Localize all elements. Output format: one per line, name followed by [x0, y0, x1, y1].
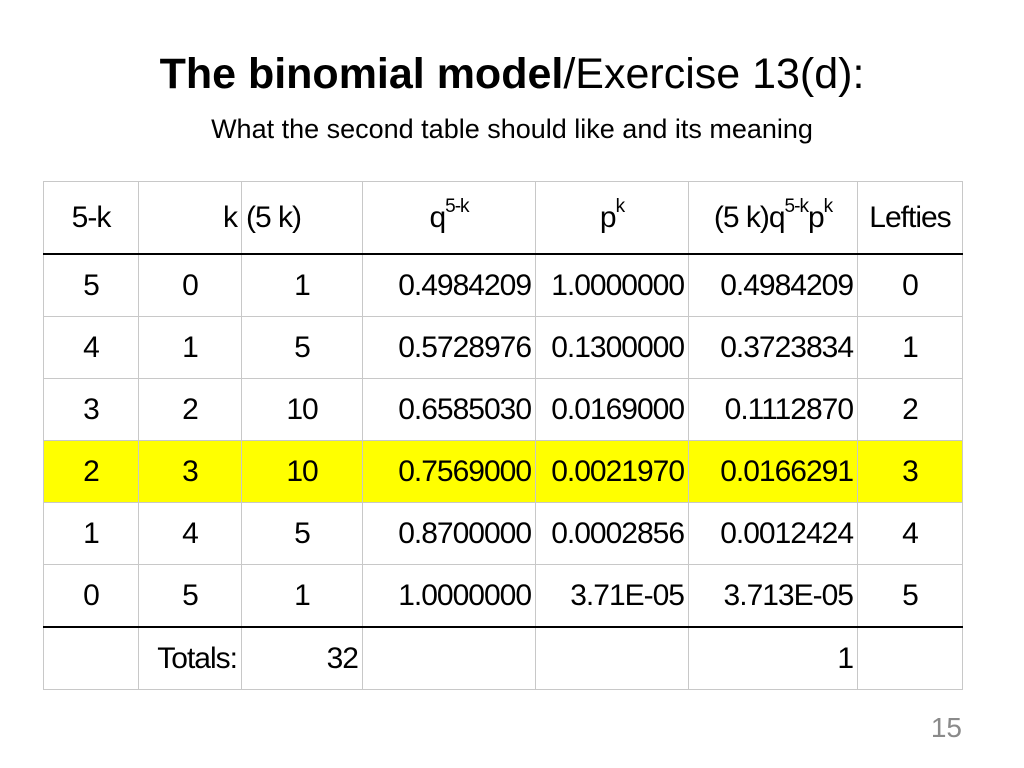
cell-q-power: 0.7569000 — [362, 440, 536, 503]
header-probability: (5 k)q5-kpk — [688, 181, 858, 255]
cell-binomial-coefficient: 10 — [241, 440, 363, 503]
cell-lefties: 0 — [857, 253, 963, 317]
slide-subtitle: What the second table should like and it… — [211, 114, 813, 144]
cell-5-minus-k: 4 — [43, 316, 139, 379]
cell-probability: 0.3723834 — [688, 316, 858, 379]
cell-k: 0 — [138, 253, 242, 317]
header-q-power: q5-k — [362, 181, 536, 255]
cell-5-minus-k: 2 — [43, 440, 139, 503]
cell-probability: 3.713E-05 — [688, 564, 858, 628]
totals-label: Totals: — [138, 626, 242, 690]
cell-p-power: 1.0000000 — [535, 253, 689, 317]
title-rest: /Exercise 13(d): — [563, 50, 865, 98]
table-row-highlighted: 2 3 10 0.7569000 0.0021970 0.0166291 3 — [43, 440, 963, 503]
cell-lefties: 5 — [857, 564, 963, 628]
cell-k: 3 — [138, 440, 242, 503]
totals-empty-cell — [535, 626, 689, 690]
cell-probability: 0.0166291 — [688, 440, 858, 503]
table-row: 3 2 10 0.6585030 0.0169000 0.1112870 2 — [43, 378, 963, 441]
cell-binomial-coefficient: 5 — [241, 316, 363, 379]
cell-probability: 0.0012424 — [688, 502, 858, 565]
cell-binomial-coefficient: 1 — [241, 253, 363, 317]
cell-5-minus-k: 1 — [43, 502, 139, 565]
cell-probability: 0.4984209 — [688, 253, 858, 317]
cell-lefties: 4 — [857, 502, 963, 565]
totals-empty-cell — [857, 626, 963, 690]
cell-q-power: 0.8700000 — [362, 502, 536, 565]
cell-k: 5 — [138, 564, 242, 628]
totals-row: Totals: 32 1 — [43, 626, 963, 690]
table-row: 5 0 1 0.4984209 1.0000000 0.4984209 0 — [43, 253, 963, 317]
cell-lefties: 1 — [857, 316, 963, 379]
cell-q-power: 1.0000000 — [362, 564, 536, 628]
cell-binomial-coefficient: 10 — [241, 378, 363, 441]
cell-q-power: 0.5728976 — [362, 316, 536, 379]
binomial-table: 5-k k (5 k) q5-k pk (5 k)q5-kpk Lefties … — [43, 181, 963, 690]
header-p-power: pk — [535, 181, 689, 255]
totals-probability: 1 — [688, 626, 858, 690]
table-row: 4 1 5 0.5728976 0.1300000 0.3723834 1 — [43, 316, 963, 379]
header-binomial-coefficient: (5 k) — [241, 181, 363, 255]
title-bold: The binomial model — [159, 50, 564, 98]
totals-empty-cell — [362, 626, 536, 690]
totals-count: 32 — [241, 626, 363, 690]
cell-q-power: 0.6585030 — [362, 378, 536, 441]
table-row: 1 4 5 0.8700000 0.0002856 0.0012424 4 — [43, 502, 963, 565]
cell-5-minus-k: 3 — [43, 378, 139, 441]
cell-p-power: 0.0169000 — [535, 378, 689, 441]
cell-5-minus-k: 5 — [43, 253, 139, 317]
cell-p-power: 0.1300000 — [535, 316, 689, 379]
cell-k: 4 — [138, 502, 242, 565]
cell-p-power: 0.0002856 — [535, 502, 689, 565]
cell-binomial-coefficient: 5 — [241, 502, 363, 565]
cell-binomial-coefficient: 1 — [241, 564, 363, 628]
cell-k: 2 — [138, 378, 242, 441]
cell-k: 1 — [138, 316, 242, 379]
cell-p-power: 0.0021970 — [535, 440, 689, 503]
header-row: 5-k k (5 k) q5-k pk (5 k)q5-kpk Lefties — [43, 181, 963, 255]
table-row: 0 5 1 1.0000000 3.71E-05 3.713E-05 5 — [43, 564, 963, 628]
header-lefties: Lefties — [857, 181, 963, 255]
cell-q-power: 0.4984209 — [362, 253, 536, 317]
cell-p-power: 3.71E-05 — [535, 564, 689, 628]
cell-probability: 0.1112870 — [688, 378, 858, 441]
totals-empty-cell — [43, 626, 139, 690]
cell-5-minus-k: 0 — [43, 564, 139, 628]
cell-lefties: 2 — [857, 378, 963, 441]
header-k: k — [138, 181, 242, 255]
page-number: 15 — [930, 712, 962, 743]
cell-lefties: 3 — [857, 440, 963, 503]
slide-title: The binomial model/Exercise 13(d): — [0, 48, 1024, 100]
header-5-minus-k: 5-k — [43, 181, 139, 255]
